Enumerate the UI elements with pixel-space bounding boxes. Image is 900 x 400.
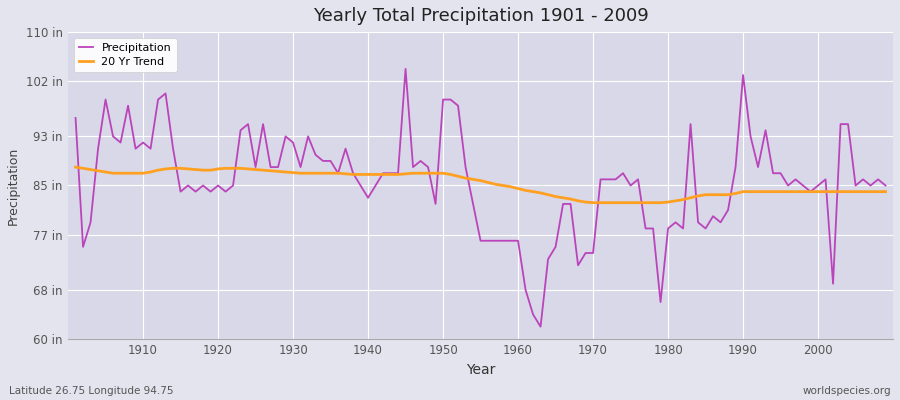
20 Yr Trend <box>880 189 891 194</box>
Precipitation <box>70 116 81 120</box>
Precipitation <box>400 66 411 71</box>
Y-axis label: Precipitation: Precipitation <box>7 146 20 225</box>
Legend: Precipitation, 20 Yr Trend: Precipitation, 20 Yr Trend <box>74 38 176 72</box>
Title: Yearly Total Precipitation 1901 - 2009: Yearly Total Precipitation 1901 - 2009 <box>312 7 648 25</box>
Precipitation <box>880 183 891 188</box>
20 Yr Trend <box>588 200 598 205</box>
Precipitation <box>617 171 628 176</box>
Precipitation <box>536 324 546 329</box>
Text: Latitude 26.75 Longitude 94.75: Latitude 26.75 Longitude 94.75 <box>9 386 174 396</box>
20 Yr Trend <box>340 172 351 176</box>
Line: Precipitation: Precipitation <box>76 69 886 327</box>
Precipitation <box>513 238 524 243</box>
20 Yr Trend <box>505 184 516 189</box>
Precipitation <box>340 146 351 151</box>
Precipitation <box>295 165 306 170</box>
Line: 20 Yr Trend: 20 Yr Trend <box>76 167 886 203</box>
20 Yr Trend <box>130 171 141 176</box>
20 Yr Trend <box>513 186 524 191</box>
20 Yr Trend <box>610 200 621 205</box>
Precipitation <box>520 288 531 292</box>
Precipitation <box>130 146 141 151</box>
Text: worldspecies.org: worldspecies.org <box>803 386 891 396</box>
20 Yr Trend <box>70 165 81 170</box>
X-axis label: Year: Year <box>466 363 495 377</box>
20 Yr Trend <box>295 171 306 176</box>
